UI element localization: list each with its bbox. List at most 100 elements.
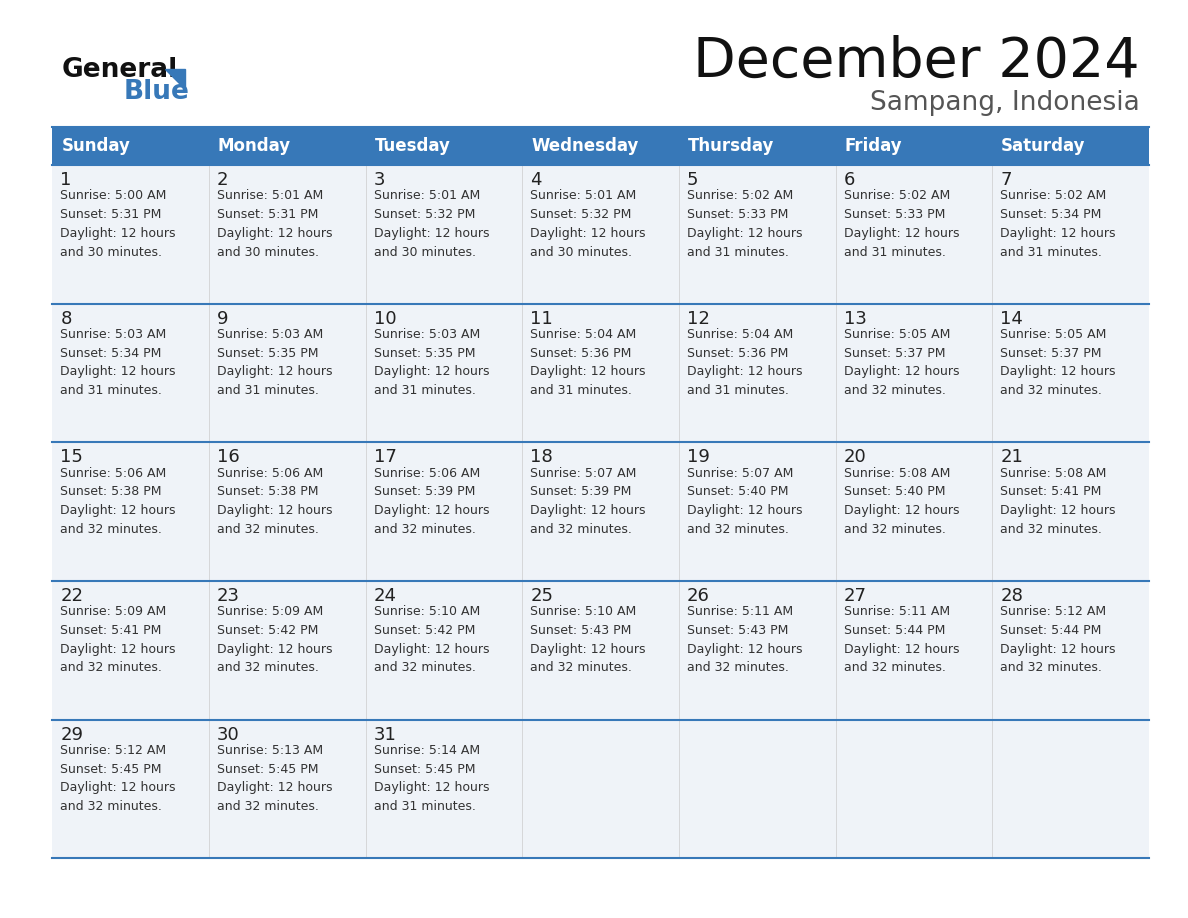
Text: Sunset: 5:38 PM: Sunset: 5:38 PM — [61, 486, 162, 498]
Text: Daylight: 12 hours: Daylight: 12 hours — [530, 227, 646, 240]
Text: and 32 minutes.: and 32 minutes. — [687, 523, 789, 536]
Text: 10: 10 — [373, 310, 396, 328]
Text: 3: 3 — [373, 172, 385, 189]
Text: Sunset: 5:39 PM: Sunset: 5:39 PM — [373, 486, 475, 498]
Text: and 32 minutes.: and 32 minutes. — [843, 662, 946, 675]
Text: Sunset: 5:32 PM: Sunset: 5:32 PM — [373, 208, 475, 221]
Text: and 30 minutes.: and 30 minutes. — [61, 246, 163, 259]
Text: and 32 minutes.: and 32 minutes. — [217, 800, 318, 813]
Text: and 32 minutes.: and 32 minutes. — [1000, 523, 1102, 536]
Text: 18: 18 — [530, 449, 552, 466]
Text: Sunset: 5:34 PM: Sunset: 5:34 PM — [1000, 208, 1101, 221]
Text: 23: 23 — [217, 588, 240, 605]
Bar — [209, 165, 366, 304]
Text: Daylight: 12 hours: Daylight: 12 hours — [217, 504, 333, 517]
Text: and 32 minutes.: and 32 minutes. — [61, 662, 162, 675]
Text: 5: 5 — [687, 172, 699, 189]
Text: General: General — [62, 57, 178, 83]
Bar — [835, 165, 992, 304]
Bar — [678, 304, 835, 442]
Text: Daylight: 12 hours: Daylight: 12 hours — [843, 227, 959, 240]
Bar — [52, 720, 209, 858]
Text: Sunrise: 5:12 AM: Sunrise: 5:12 AM — [61, 744, 166, 757]
Bar — [52, 442, 209, 581]
Text: Daylight: 12 hours: Daylight: 12 hours — [61, 781, 176, 794]
Bar — [992, 304, 1149, 442]
Text: Sunset: 5:37 PM: Sunset: 5:37 PM — [843, 347, 944, 360]
Text: Daylight: 12 hours: Daylight: 12 hours — [843, 643, 959, 655]
Text: Daylight: 12 hours: Daylight: 12 hours — [530, 643, 646, 655]
Text: Sunrise: 5:09 AM: Sunrise: 5:09 AM — [61, 605, 166, 619]
Text: 17: 17 — [373, 449, 397, 466]
Text: 13: 13 — [843, 310, 866, 328]
Text: Sunrise: 5:08 AM: Sunrise: 5:08 AM — [843, 466, 950, 480]
Text: Daylight: 12 hours: Daylight: 12 hours — [687, 365, 802, 378]
Text: Sunrise: 5:02 AM: Sunrise: 5:02 AM — [843, 189, 949, 203]
Text: Sunrise: 5:07 AM: Sunrise: 5:07 AM — [530, 466, 637, 480]
Text: 29: 29 — [61, 726, 83, 744]
Text: Daylight: 12 hours: Daylight: 12 hours — [843, 504, 959, 517]
Text: 7: 7 — [1000, 172, 1012, 189]
Text: Sunrise: 5:01 AM: Sunrise: 5:01 AM — [530, 189, 637, 203]
Text: Sunrise: 5:10 AM: Sunrise: 5:10 AM — [373, 605, 480, 619]
Text: Sunrise: 5:07 AM: Sunrise: 5:07 AM — [687, 466, 794, 480]
Text: and 31 minutes.: and 31 minutes. — [373, 385, 475, 397]
Text: Sunrise: 5:04 AM: Sunrise: 5:04 AM — [687, 328, 794, 341]
Bar — [835, 720, 992, 858]
Bar — [523, 442, 678, 581]
Text: Daylight: 12 hours: Daylight: 12 hours — [61, 227, 176, 240]
Text: Sunrise: 5:01 AM: Sunrise: 5:01 AM — [373, 189, 480, 203]
Text: 25: 25 — [530, 588, 554, 605]
Text: and 32 minutes.: and 32 minutes. — [1000, 385, 1102, 397]
Text: Sunrise: 5:04 AM: Sunrise: 5:04 AM — [530, 328, 637, 341]
Text: Daylight: 12 hours: Daylight: 12 hours — [687, 643, 802, 655]
Text: Sunset: 5:39 PM: Sunset: 5:39 PM — [530, 486, 632, 498]
Text: 15: 15 — [61, 449, 83, 466]
Text: Sunset: 5:36 PM: Sunset: 5:36 PM — [530, 347, 632, 360]
Text: Sunrise: 5:10 AM: Sunrise: 5:10 AM — [530, 605, 637, 619]
Bar — [209, 581, 366, 720]
Bar — [366, 442, 523, 581]
Text: Sunrise: 5:02 AM: Sunrise: 5:02 AM — [1000, 189, 1106, 203]
Text: Sunrise: 5:00 AM: Sunrise: 5:00 AM — [61, 189, 166, 203]
Text: and 32 minutes.: and 32 minutes. — [217, 662, 318, 675]
Text: and 31 minutes.: and 31 minutes. — [373, 800, 475, 813]
Text: and 30 minutes.: and 30 minutes. — [373, 246, 475, 259]
Text: 26: 26 — [687, 588, 709, 605]
Text: Sunset: 5:31 PM: Sunset: 5:31 PM — [217, 208, 318, 221]
Text: 24: 24 — [373, 588, 397, 605]
Text: Daylight: 12 hours: Daylight: 12 hours — [530, 504, 646, 517]
Text: Sunset: 5:35 PM: Sunset: 5:35 PM — [373, 347, 475, 360]
Text: 22: 22 — [61, 588, 83, 605]
Text: Sunrise: 5:11 AM: Sunrise: 5:11 AM — [687, 605, 792, 619]
Text: and 30 minutes.: and 30 minutes. — [530, 246, 632, 259]
Text: 4: 4 — [530, 172, 542, 189]
Text: Sunset: 5:34 PM: Sunset: 5:34 PM — [61, 347, 162, 360]
Text: and 32 minutes.: and 32 minutes. — [61, 523, 162, 536]
Bar — [523, 165, 678, 304]
Text: 6: 6 — [843, 172, 855, 189]
Bar — [523, 720, 678, 858]
Text: Sunset: 5:45 PM: Sunset: 5:45 PM — [217, 763, 318, 776]
Text: Daylight: 12 hours: Daylight: 12 hours — [217, 781, 333, 794]
Text: Daylight: 12 hours: Daylight: 12 hours — [373, 227, 489, 240]
Bar — [209, 720, 366, 858]
Text: Sunrise: 5:11 AM: Sunrise: 5:11 AM — [843, 605, 949, 619]
Bar — [678, 165, 835, 304]
Text: Sunset: 5:37 PM: Sunset: 5:37 PM — [1000, 347, 1101, 360]
Text: 11: 11 — [530, 310, 552, 328]
Text: Sunrise: 5:05 AM: Sunrise: 5:05 AM — [1000, 328, 1106, 341]
Text: 27: 27 — [843, 588, 866, 605]
Bar — [52, 165, 209, 304]
Text: and 32 minutes.: and 32 minutes. — [61, 800, 162, 813]
Text: Sunset: 5:42 PM: Sunset: 5:42 PM — [373, 624, 475, 637]
Text: 9: 9 — [217, 310, 228, 328]
Text: and 31 minutes.: and 31 minutes. — [530, 385, 632, 397]
Text: Sampang, Indonesia: Sampang, Indonesia — [871, 90, 1140, 116]
Text: Sunrise: 5:06 AM: Sunrise: 5:06 AM — [61, 466, 166, 480]
Bar — [992, 581, 1149, 720]
Text: Daylight: 12 hours: Daylight: 12 hours — [1000, 643, 1116, 655]
Text: Saturday: Saturday — [1001, 137, 1086, 155]
Bar — [678, 442, 835, 581]
Bar — [52, 304, 209, 442]
